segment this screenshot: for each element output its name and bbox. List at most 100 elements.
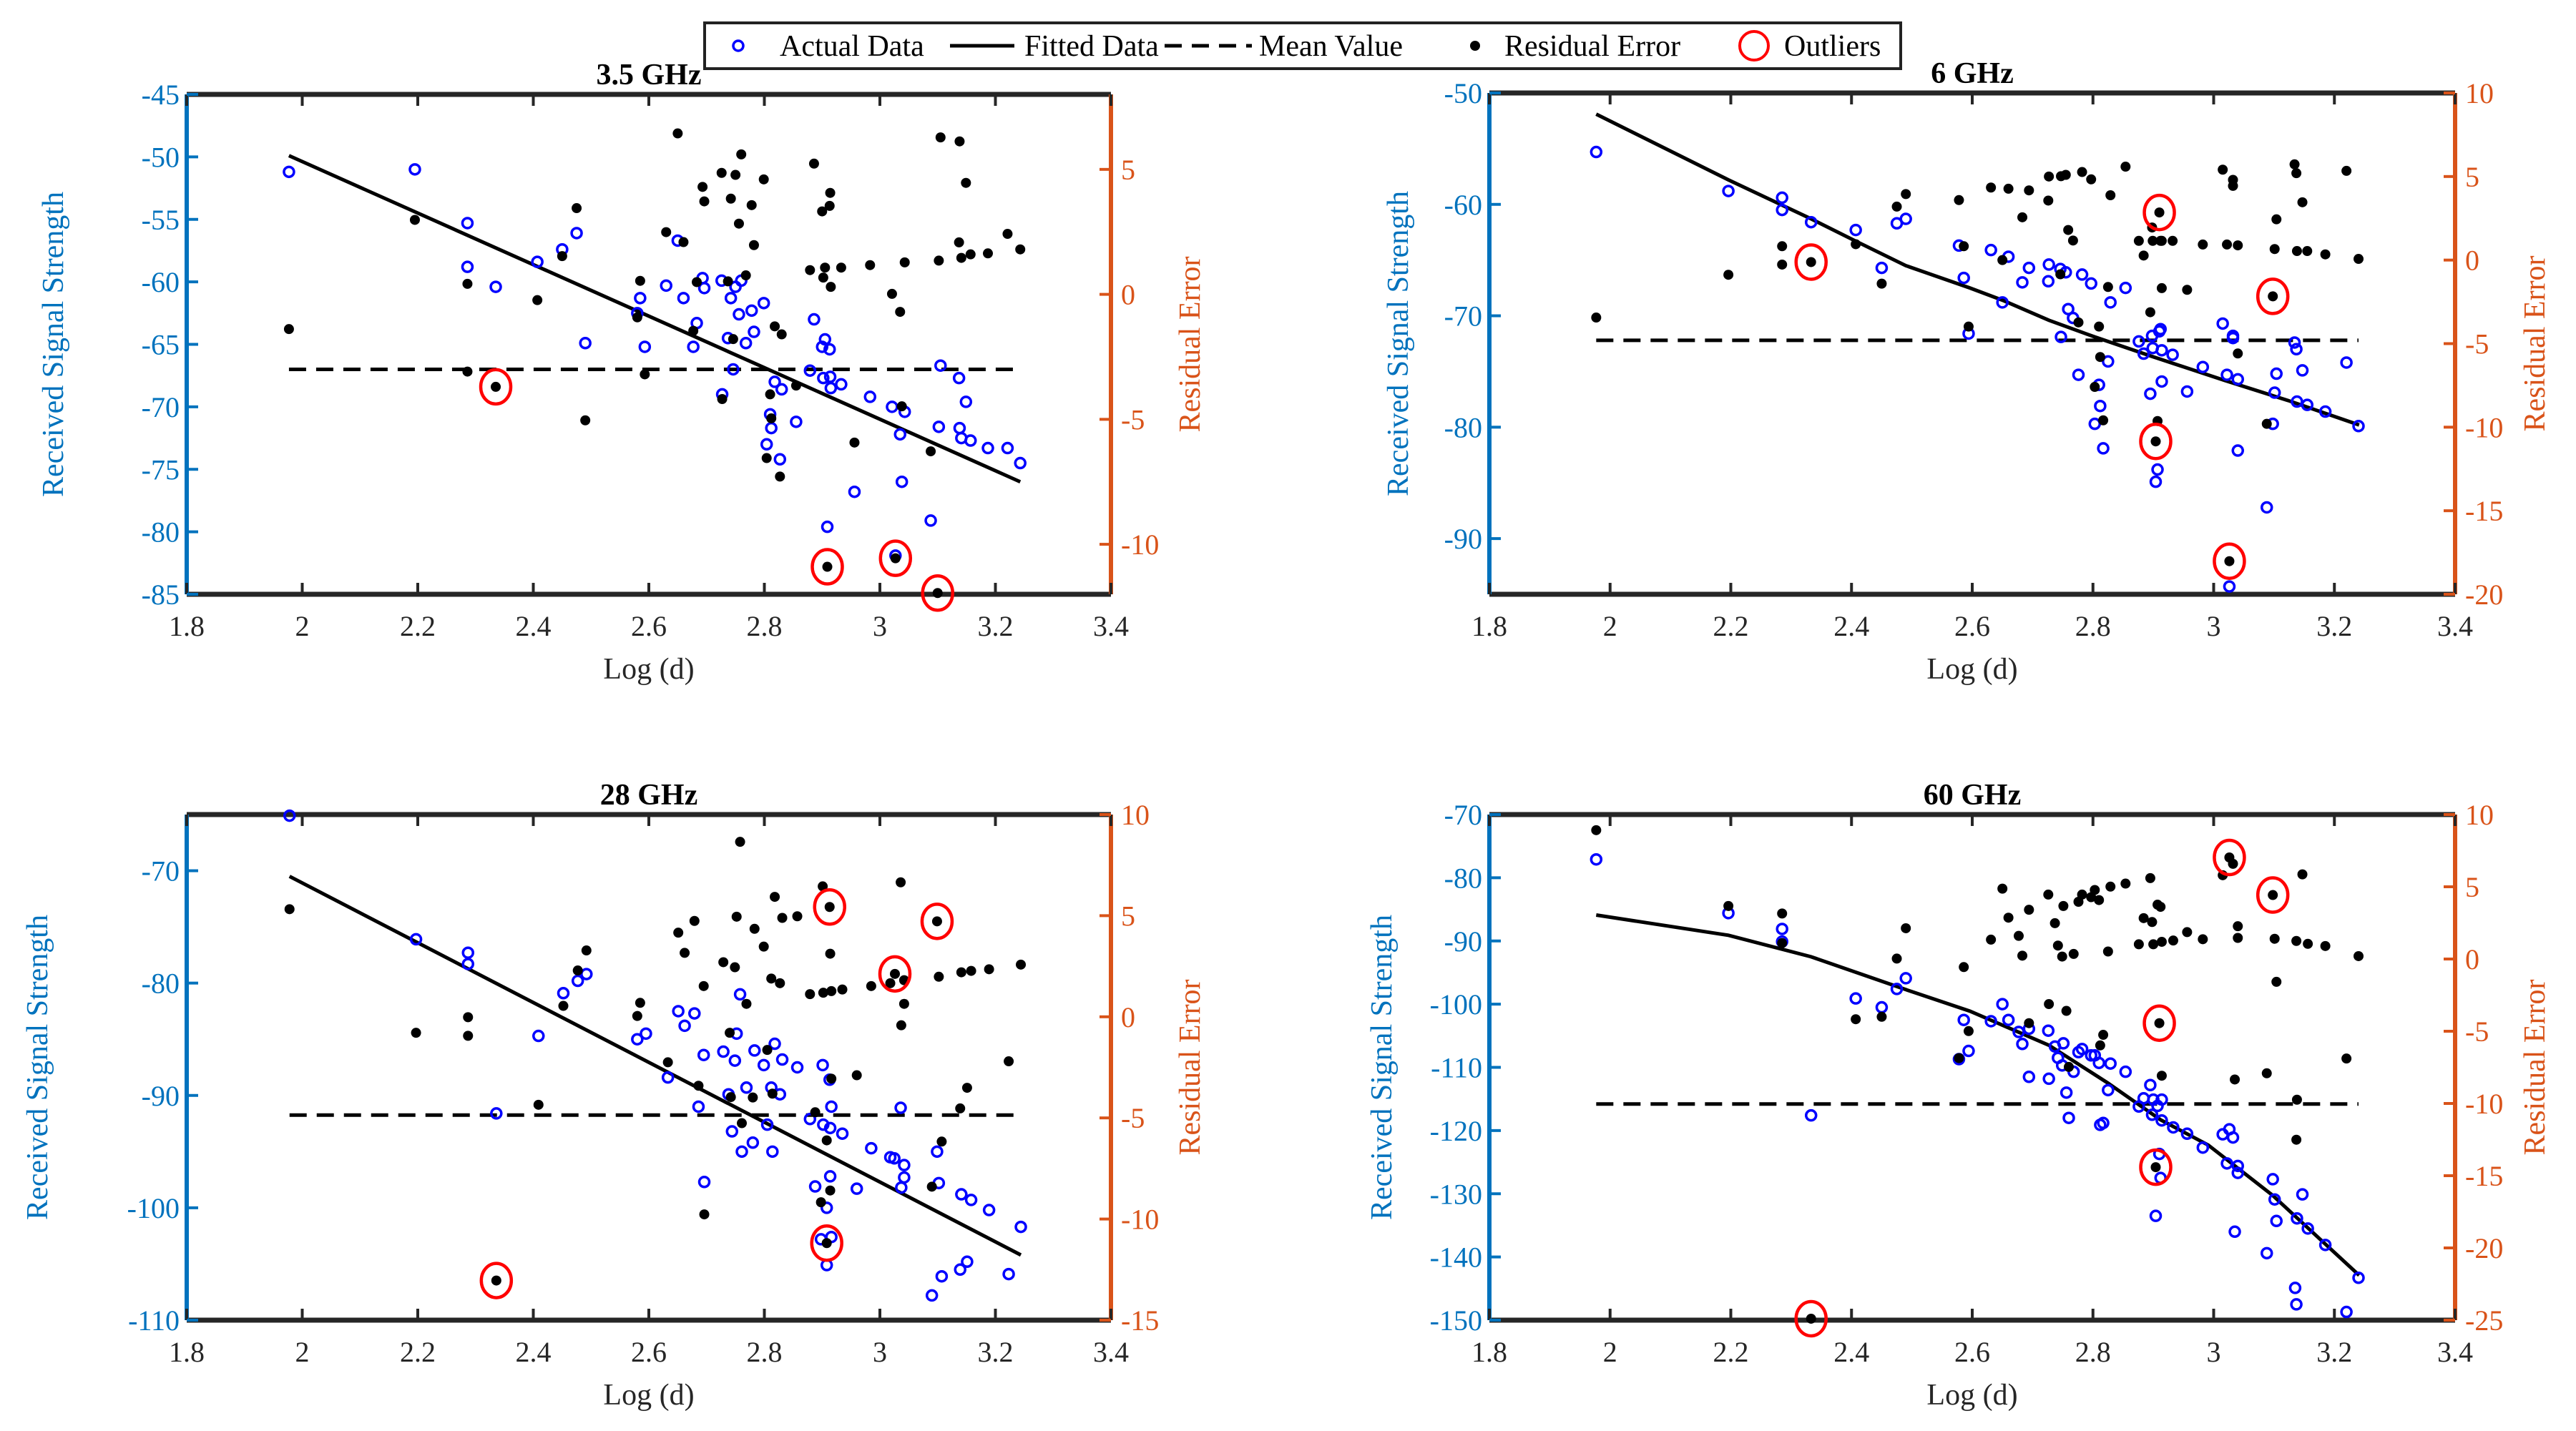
actual-data-point — [2220, 1157, 2233, 1170]
residual-error-point — [1954, 1053, 1964, 1063]
residual-error-point — [1777, 908, 1788, 919]
residual-error-point — [954, 237, 964, 247]
residual-error-point — [2269, 933, 2280, 944]
actual-data-point — [820, 1201, 833, 1214]
actual-data-point — [739, 337, 753, 350]
residual-error-point — [966, 965, 976, 976]
residual-error-point — [2269, 244, 2280, 255]
legend-label-outliers: Outliers — [1784, 30, 1881, 63]
residual-error-point — [2052, 940, 2063, 951]
residual-error-point — [2017, 212, 2028, 222]
residual-error-point — [2148, 235, 2158, 246]
y2-tick-label: 5 — [2465, 871, 2479, 903]
actual-data-point — [660, 279, 672, 292]
residual-error-point — [1959, 241, 1969, 252]
residual-error-point — [2067, 235, 2078, 246]
residual-error-point — [2261, 418, 2272, 429]
y2-tick-label: -10 — [2465, 411, 2503, 443]
residual-error-point — [2102, 282, 2113, 292]
y-tick-label: -90 — [142, 1080, 180, 1112]
actual-data-point — [745, 304, 758, 318]
residual-error-point — [2145, 872, 2155, 883]
x-tick-label: 3 — [2207, 1336, 2221, 1368]
residual-error-point — [2233, 921, 2243, 932]
actual-data-point — [1001, 441, 1014, 455]
x-tick-label: 3 — [873, 1336, 887, 1368]
y2-tick-label: 10 — [2465, 799, 2494, 831]
legend-label-mean: Mean Value — [1259, 30, 1403, 63]
actual-data-point — [2119, 281, 2132, 295]
y2-tick-label: 10 — [1121, 799, 1150, 831]
residual-error-point — [2077, 167, 2087, 177]
residual-error-point — [2168, 935, 2178, 946]
actual-data-point — [1014, 456, 1027, 470]
actual-data-point — [697, 282, 711, 295]
actual-data-point — [2155, 375, 2168, 388]
residual-error-point — [1876, 1011, 1887, 1022]
residual-error-point — [770, 321, 780, 332]
actual-data-point — [816, 1058, 829, 1072]
residual-error-point — [1959, 962, 1969, 973]
subplot-title: 3.5 GHz — [597, 59, 702, 92]
actual-data-point — [2166, 348, 2179, 361]
residual-error-point — [1591, 313, 1602, 323]
legend: Actual Data Fitted Data Mean Value Resid… — [703, 21, 1902, 70]
residual-error-point — [2291, 246, 2302, 257]
residual-error-point — [818, 988, 828, 998]
residual-error-point — [746, 200, 757, 210]
actual-data-point — [898, 1171, 911, 1184]
actual-data-point — [959, 395, 973, 408]
subplot-28-ghz: 1.8 2 2.2 2.4 2.6 2.8 3 3.2 3.4-110-100-90-80-70… — [21, 779, 1207, 1412]
actual-data-point — [760, 1118, 774, 1131]
outlier-marker — [2142, 1004, 2176, 1042]
residual-error-point — [673, 928, 684, 938]
actual-data-point — [1890, 983, 1904, 995]
y2-tick-label: 5 — [2465, 161, 2479, 193]
residual-error-point — [2094, 895, 2105, 905]
actual-data-point — [2196, 1141, 2210, 1154]
actual-data-point — [2102, 355, 2115, 368]
y2-tick-label: -10 — [1121, 528, 1159, 561]
residual-error-point — [693, 1081, 704, 1091]
residual-error-point — [2233, 240, 2243, 251]
y2-tick-label: -5 — [1121, 1102, 1145, 1134]
actual-data-point — [768, 375, 781, 388]
x-tick-label: 3.2 — [2316, 610, 2352, 642]
residual-error-point — [1806, 257, 1816, 267]
residual-error-point — [866, 980, 876, 991]
actual-data-point — [773, 453, 787, 466]
residual-error-point — [961, 177, 971, 188]
residual-error-point — [775, 978, 785, 988]
residual-error-point — [2086, 174, 2097, 185]
x-tick-label: 1.8 — [169, 610, 205, 642]
residual-error-point — [762, 1045, 773, 1056]
actual-data-point — [2301, 398, 2314, 411]
residual-error-point — [818, 272, 828, 283]
actual-data-point — [1984, 1015, 1997, 1028]
residual-error-point — [2133, 939, 2144, 950]
x-tick-label: 2.8 — [747, 610, 783, 642]
residual-error-point — [1876, 278, 1887, 289]
legend-box — [703, 21, 1902, 70]
residual-error-point — [758, 941, 769, 952]
actual-data-point — [2132, 335, 2145, 348]
actual-data-point — [634, 292, 647, 305]
y-tick-label: -80 — [142, 516, 180, 549]
actual-data-point — [2290, 343, 2303, 356]
y2-tick-label: -5 — [1121, 403, 1145, 436]
residual-error-point — [2003, 913, 2014, 923]
actual-data-point — [661, 1071, 675, 1084]
actual-data-point — [2318, 1239, 2332, 1251]
y2-tick-label: 10 — [2465, 77, 2494, 109]
actual-data-point — [570, 227, 583, 240]
residual-error-point — [820, 262, 831, 273]
actual-data-point — [678, 1019, 691, 1033]
residual-error-point — [2055, 269, 2066, 280]
residual-error-point — [463, 1012, 474, 1023]
residual-error-point — [2320, 940, 2331, 951]
residual-error-point — [2064, 1061, 2074, 1072]
y2-tick-label: 0 — [2465, 245, 2479, 277]
x-tick-label: 3.4 — [2437, 1336, 2473, 1368]
actual-data-point — [697, 1048, 710, 1061]
